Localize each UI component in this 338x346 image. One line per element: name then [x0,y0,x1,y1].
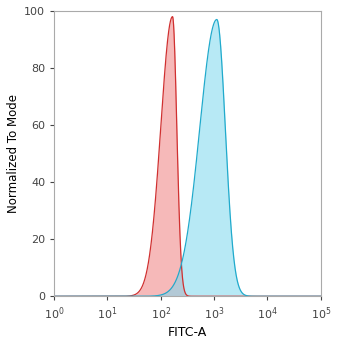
X-axis label: FITC-A: FITC-A [168,326,207,339]
Y-axis label: Normalized To Mode: Normalized To Mode [7,94,20,213]
